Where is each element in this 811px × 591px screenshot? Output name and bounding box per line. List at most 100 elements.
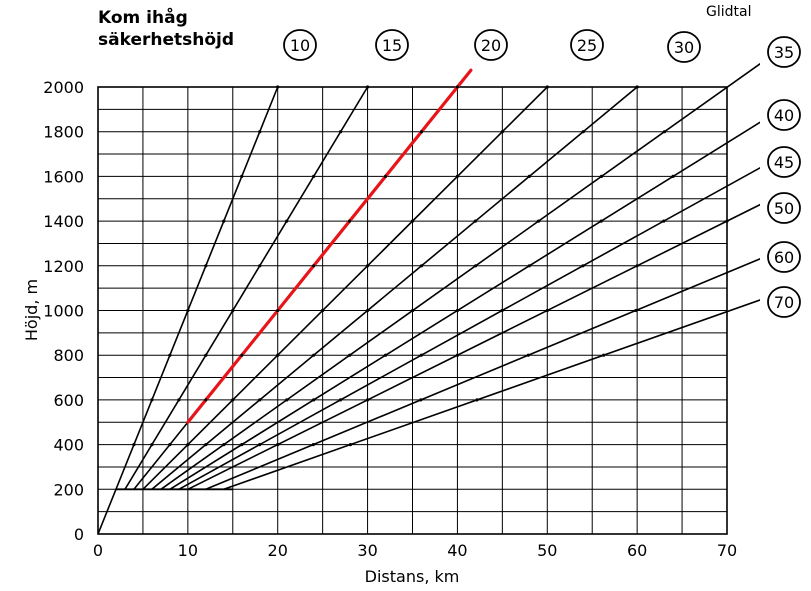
series-marker: [475, 398, 479, 402]
series-marker: [348, 443, 353, 447]
x-tick-label: 60: [627, 541, 647, 560]
series-marker: [365, 398, 370, 402]
series-label-35: 35: [767, 36, 801, 68]
series-marker: [473, 219, 477, 223]
series-marker: [240, 443, 244, 447]
series-marker: [285, 219, 289, 223]
series-marker: [348, 219, 352, 223]
series-label-ring: [767, 241, 801, 273]
series-marker: [599, 174, 604, 178]
series-label-ring: [767, 36, 801, 68]
series-label-text: 35: [774, 43, 794, 62]
series-label-text: 25: [577, 36, 597, 55]
y-tick-label: 400: [53, 436, 84, 455]
series-marker: [204, 398, 208, 402]
series-marker: [312, 398, 316, 402]
series-marker: [258, 130, 262, 134]
series-marker: [258, 264, 262, 268]
series-marker: [662, 130, 667, 134]
series-marker: [474, 264, 478, 268]
series-marker: [419, 398, 423, 402]
series-marker: [419, 130, 424, 134]
series-marker: [204, 443, 208, 447]
series-marker: [276, 353, 280, 357]
series-labels: 10 15 20 25 30 35 40 45 50 60 70: [283, 29, 801, 318]
series-line-45: [178, 166, 760, 491]
series-label-ring: [375, 29, 409, 61]
series-marker: [411, 308, 415, 313]
series-lines: [98, 62, 760, 534]
safety-note-line-1: Kom ihåg: [98, 8, 188, 28]
series-marker: [276, 443, 280, 447]
series-marker: [581, 130, 585, 134]
series-marker: [419, 353, 423, 357]
series-marker: [204, 264, 208, 268]
series-marker: [365, 85, 370, 89]
plot-frame: [97, 86, 728, 535]
x-tick-label: 70: [717, 541, 737, 560]
series-marker: [311, 443, 315, 447]
series-marker: [662, 219, 666, 223]
series-marker: [338, 398, 343, 402]
series-marker: [634, 308, 638, 313]
x-axis-label: Distans, km: [365, 567, 460, 586]
series-marker: [312, 264, 316, 268]
series-marker: [527, 264, 531, 268]
series-label-text: 50: [774, 199, 794, 218]
series-line-60: [205, 257, 760, 491]
series-marker: [240, 174, 244, 178]
series-label-ring: [474, 29, 508, 61]
y-axis-label: Höjd, m: [22, 279, 41, 341]
series-label-50: 50: [767, 192, 801, 224]
y-tick-label: 1800: [43, 123, 84, 142]
legend-title: Glidtal: [706, 4, 752, 20]
series-label-45: 45: [767, 146, 801, 178]
series-marker: [365, 308, 370, 313]
series-marker: [150, 443, 154, 447]
series-marker: [240, 353, 244, 357]
tick-labels: 0 10 20 30 40 50 60 70 0 200 400 600 800 1000 1200 1400…: [43, 78, 737, 560]
series-label-ring: [570, 29, 604, 61]
y-tick-label: 2000: [43, 78, 84, 97]
series-label-25: 25: [570, 29, 604, 61]
series-marker: [177, 398, 181, 402]
series-marker: [419, 264, 424, 268]
series-label-text: 45: [774, 153, 794, 172]
series-marker: [599, 219, 603, 223]
series-label-text: 10: [290, 36, 310, 55]
y-tick-label: 1000: [43, 302, 84, 321]
x-tick-label: 40: [447, 541, 467, 560]
series-marker: [527, 174, 531, 178]
series-label-ring: [667, 31, 701, 63]
series-marker: [383, 353, 388, 357]
series-marker: [222, 219, 226, 223]
series-marker: [231, 308, 235, 313]
series-line-70: [223, 299, 760, 491]
series-marker: [526, 353, 530, 357]
series-label-60: 60: [767, 241, 801, 273]
series-marker: [168, 443, 172, 447]
x-tick-label: 10: [178, 541, 198, 560]
series-line-30: [151, 86, 638, 490]
series-marker: [410, 219, 415, 223]
series-marker: [312, 174, 316, 178]
series-label-text: 20: [481, 36, 501, 55]
series-line-35: [160, 62, 760, 490]
series-marker: [635, 264, 639, 268]
series-marker: [339, 130, 343, 134]
series-marker: [348, 353, 352, 357]
series-label-40: 40: [767, 99, 801, 131]
series-marker: [276, 308, 280, 313]
y-tick-label: 600: [53, 391, 84, 410]
highlight-line-20: [186, 68, 473, 424]
y-tick-label: 0: [74, 525, 84, 544]
series-marker: [455, 308, 460, 313]
series-marker: [455, 85, 460, 89]
series-marker: [455, 353, 460, 357]
series-marker: [258, 443, 262, 447]
series-label-30: 30: [667, 31, 701, 63]
series-marker: [132, 443, 136, 447]
series-line-40: [169, 121, 760, 490]
series-marker: [500, 308, 504, 313]
